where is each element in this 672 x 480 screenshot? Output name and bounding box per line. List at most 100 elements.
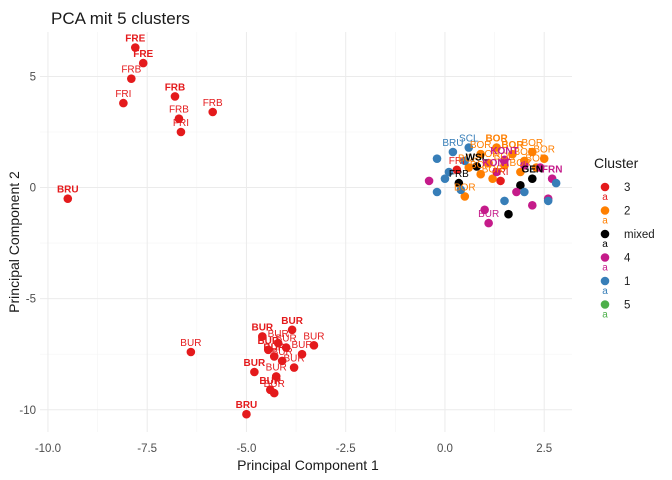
point-label: BUR bbox=[251, 322, 273, 333]
point-label: BOR bbox=[501, 140, 524, 151]
legend-key-text: a bbox=[602, 310, 608, 321]
y-tick-label: 5 bbox=[30, 71, 36, 83]
grid bbox=[40, 32, 572, 432]
point-label: BUR bbox=[291, 340, 312, 351]
point-label: BOR bbox=[478, 149, 500, 160]
data-point-cluster-4 bbox=[500, 155, 509, 165]
legend-key-point bbox=[600, 229, 610, 239]
data-point-cluster-mixed bbox=[527, 174, 537, 183]
point-label: FRB bbox=[449, 169, 469, 180]
data-point-cluster-2 bbox=[464, 163, 474, 172]
y-tick-label: -10 bbox=[19, 405, 36, 417]
point-label: BOR bbox=[470, 160, 492, 171]
legend-key-point bbox=[600, 300, 610, 309]
legend-key-point bbox=[600, 182, 610, 192]
point-label: BOR bbox=[485, 134, 508, 145]
point-label: BRU bbox=[442, 138, 463, 149]
data-point-cluster-2 bbox=[484, 158, 493, 168]
point-label: BUR bbox=[281, 316, 303, 327]
data-point-cluster-3 bbox=[242, 409, 251, 419]
data-point-cluster-4 bbox=[535, 163, 545, 172]
data-point-cluster-1 bbox=[448, 147, 458, 157]
point-label: KONT bbox=[482, 158, 510, 169]
data-point-cluster-1 bbox=[456, 185, 466, 195]
y-axis-ticks: -10 -5 0 5 bbox=[19, 71, 36, 416]
point-label: BOR bbox=[525, 154, 547, 165]
legend-key-point bbox=[600, 206, 610, 215]
legend-key-point bbox=[600, 276, 610, 286]
point-label: FRN bbox=[542, 165, 563, 176]
data-point-cluster-4 bbox=[492, 167, 501, 177]
point-label: FRI bbox=[173, 118, 189, 129]
legend-label: mixed bbox=[624, 229, 655, 241]
data-points bbox=[63, 43, 561, 419]
point-label: BRU bbox=[236, 400, 258, 411]
data-point-cluster-1 bbox=[432, 154, 442, 163]
data-point-cluster-3 bbox=[273, 338, 283, 348]
point-label: KONT bbox=[490, 146, 518, 157]
chart-title: PCA mit 5 clusters bbox=[51, 9, 190, 28]
data-point-cluster-2 bbox=[516, 167, 525, 177]
point-label: BUR bbox=[263, 342, 285, 353]
data-point-cluster-1 bbox=[432, 187, 442, 197]
point-label: BUR bbox=[303, 331, 324, 342]
point-label: BOR bbox=[482, 165, 504, 176]
data-point-cluster-3 bbox=[170, 92, 180, 101]
data-point-cluster-3 bbox=[297, 349, 307, 359]
data-point-cluster-4 bbox=[480, 205, 489, 215]
legend-label: 5 bbox=[624, 300, 630, 312]
data-point-cluster-1 bbox=[543, 196, 553, 206]
point-label: FRE bbox=[125, 34, 145, 45]
point-label: BOR bbox=[510, 158, 532, 169]
point-label: FRB bbox=[169, 105, 189, 116]
x-tick-label: -10.0 bbox=[35, 443, 61, 455]
point-label: BUR bbox=[266, 362, 287, 373]
data-point-cluster-4 bbox=[512, 187, 521, 197]
data-point-cluster-3 bbox=[127, 74, 136, 83]
legend-key-point bbox=[600, 253, 610, 262]
x-axis-title: Principal Component 1 bbox=[237, 457, 379, 473]
legend-key-text: a bbox=[602, 192, 608, 203]
data-point-cluster-3 bbox=[496, 176, 505, 186]
data-point-cluster-3 bbox=[208, 107, 218, 117]
point-label: BOR bbox=[533, 145, 555, 156]
y-tick-label: 0 bbox=[30, 183, 36, 195]
point-label: FRI bbox=[115, 89, 131, 100]
data-point-cluster-3 bbox=[186, 347, 196, 357]
data-point-cluster-3 bbox=[176, 127, 186, 137]
data-point-cluster-3 bbox=[258, 332, 267, 341]
data-point-cluster-mixed bbox=[516, 181, 525, 190]
data-point-cluster-1 bbox=[520, 187, 529, 197]
data-point-cluster-mixed bbox=[504, 209, 513, 219]
legend-key-text: a bbox=[602, 263, 608, 274]
point-label: BUR bbox=[268, 329, 289, 340]
legend-title: Cluster bbox=[594, 155, 639, 171]
point-label: BUR bbox=[257, 336, 279, 347]
data-point-cluster-4 bbox=[520, 161, 529, 170]
y-axis-title: Principal Component 2 bbox=[6, 171, 22, 313]
data-point-cluster-3 bbox=[119, 98, 128, 108]
legend-key-text: a bbox=[602, 239, 608, 250]
x-tick-label: 2.5 bbox=[536, 443, 552, 455]
data-point-cluster-1 bbox=[464, 143, 474, 152]
data-point-cluster-3 bbox=[250, 367, 259, 377]
point-label: BUR bbox=[180, 338, 201, 349]
point-label: FRE bbox=[133, 49, 153, 60]
legend-label: 2 bbox=[624, 206, 630, 218]
point-label: BUR bbox=[244, 358, 266, 369]
data-point-cluster-3 bbox=[63, 194, 73, 203]
data-point-cluster-3 bbox=[138, 58, 148, 68]
point-label: BUR bbox=[276, 334, 297, 345]
point-label: FRB bbox=[203, 98, 223, 109]
point-label: BUR bbox=[478, 209, 499, 220]
point-label: FRB bbox=[165, 82, 186, 93]
point-labels: BRUFREFREFRBFRIFRBFRBFRIFRBBURBURBURBURB… bbox=[57, 34, 562, 412]
point-label: BUR bbox=[264, 379, 285, 390]
point-label: FRB bbox=[121, 65, 141, 76]
data-point-cluster-2 bbox=[539, 154, 549, 163]
legend-items: a 3 a 2 a mixed a 4 a 1 a 5 bbox=[600, 182, 655, 321]
point-label: FRI bbox=[492, 167, 508, 178]
point-label: FRI bbox=[449, 156, 465, 167]
x-tick-label: -7.5 bbox=[137, 443, 157, 455]
